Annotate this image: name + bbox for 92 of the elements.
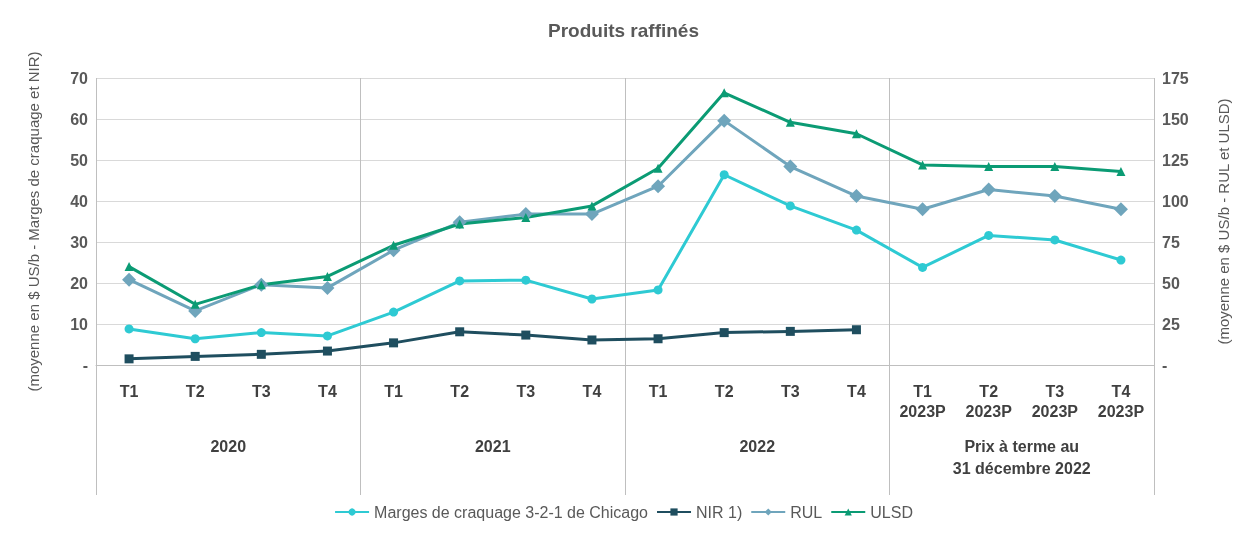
point bbox=[322, 271, 332, 281]
point bbox=[190, 334, 200, 344]
point bbox=[653, 285, 663, 295]
point bbox=[521, 275, 531, 285]
point bbox=[785, 201, 795, 211]
point bbox=[851, 325, 861, 335]
point bbox=[455, 327, 465, 337]
point bbox=[190, 351, 200, 361]
point bbox=[1050, 162, 1060, 172]
point bbox=[915, 202, 930, 217]
point bbox=[124, 324, 134, 334]
point bbox=[984, 162, 994, 172]
x-tick-label: T1 2023P bbox=[899, 382, 947, 420]
y-tick-label: 50 bbox=[70, 151, 89, 169]
point bbox=[587, 294, 597, 304]
x-tick-label: T2 bbox=[714, 382, 734, 400]
chart-title: Produits raffinés bbox=[548, 20, 699, 41]
y2-tick-label: 50 bbox=[1162, 274, 1180, 292]
point bbox=[1116, 166, 1126, 176]
point bbox=[389, 240, 399, 250]
x-tick-label: T1 bbox=[119, 382, 139, 400]
x-tick-label: T1 bbox=[384, 382, 403, 400]
x-tick-label: T3 bbox=[780, 382, 800, 400]
point bbox=[653, 163, 663, 173]
point bbox=[984, 230, 994, 240]
point bbox=[851, 129, 861, 139]
y-axis-title: (moyenne en $ US/b - Marges de craquage et NIR) bbox=[25, 51, 42, 392]
legend-label: RUL bbox=[790, 503, 823, 521]
point bbox=[1113, 202, 1128, 217]
point bbox=[124, 262, 134, 272]
y-tick-label: 30 bbox=[70, 233, 89, 251]
y2-tick-label: 75 bbox=[1162, 233, 1180, 251]
point bbox=[389, 307, 399, 317]
point bbox=[521, 330, 531, 340]
x-tick-label: T2 bbox=[185, 382, 205, 400]
point bbox=[1050, 235, 1060, 245]
y-tick-label: 20 bbox=[70, 274, 89, 292]
point bbox=[785, 117, 795, 127]
y-tick-label: - bbox=[82, 356, 88, 374]
point bbox=[717, 113, 732, 128]
point bbox=[785, 326, 795, 336]
y2-tick-label: 150 bbox=[1162, 110, 1189, 128]
x-tick-label: T3 2023P bbox=[1031, 382, 1079, 420]
y2-tick-label: - bbox=[1162, 356, 1168, 374]
point bbox=[849, 189, 864, 204]
point bbox=[320, 280, 335, 295]
y2-tick-label: 25 bbox=[1162, 315, 1180, 333]
y2-tick-label: 175 bbox=[1162, 69, 1189, 87]
point bbox=[719, 170, 729, 180]
point bbox=[389, 338, 399, 348]
point bbox=[256, 349, 266, 359]
point bbox=[1116, 255, 1126, 265]
text: 2021 bbox=[474, 437, 511, 455]
point bbox=[256, 328, 266, 338]
x-tick-label: T3 bbox=[516, 382, 536, 400]
point bbox=[918, 262, 928, 272]
text: Prix à terme au 31 décembre 2022 bbox=[952, 437, 1091, 477]
x-tick-label: T4 bbox=[847, 382, 866, 400]
x-tick-label: T4 bbox=[318, 382, 337, 400]
point bbox=[851, 225, 861, 235]
x-tick-label: T2 bbox=[450, 382, 470, 400]
legend-label: NIR 1) bbox=[696, 503, 743, 521]
y2-axis-title: (moyenne en $ US/b - RUL et ULSD) bbox=[1215, 98, 1232, 345]
text: 2022 bbox=[739, 437, 776, 455]
point bbox=[587, 335, 597, 345]
point bbox=[651, 179, 666, 194]
y-tick-label: 70 bbox=[70, 69, 89, 87]
point bbox=[719, 328, 729, 338]
legend-label: Marges de craquage 3-2-1 de Chicago bbox=[374, 503, 649, 521]
x-tick-label: T4 2023P bbox=[1097, 382, 1145, 420]
point bbox=[322, 346, 332, 356]
x-tick-label: T2 2023P bbox=[965, 382, 1013, 420]
point bbox=[1047, 189, 1062, 204]
point bbox=[455, 276, 465, 286]
x-tick-label: T3 bbox=[251, 382, 271, 400]
y-tick-label: 60 bbox=[70, 110, 89, 128]
legend-label: ULSD bbox=[870, 503, 913, 521]
y2-tick-label: 125 bbox=[1162, 151, 1189, 169]
point bbox=[981, 182, 996, 197]
point bbox=[124, 354, 134, 364]
x-tick-label: T4 bbox=[582, 382, 602, 400]
point bbox=[190, 299, 200, 309]
point bbox=[521, 212, 531, 222]
text: 2020 bbox=[210, 437, 247, 455]
point bbox=[783, 159, 798, 174]
point bbox=[322, 331, 332, 341]
point bbox=[653, 334, 663, 344]
y2-tick-label: 100 bbox=[1162, 192, 1189, 210]
point bbox=[122, 272, 137, 287]
y-tick-label: 10 bbox=[70, 315, 89, 333]
y-tick-label: 40 bbox=[70, 192, 89, 210]
x-tick-label: T1 bbox=[648, 382, 668, 400]
